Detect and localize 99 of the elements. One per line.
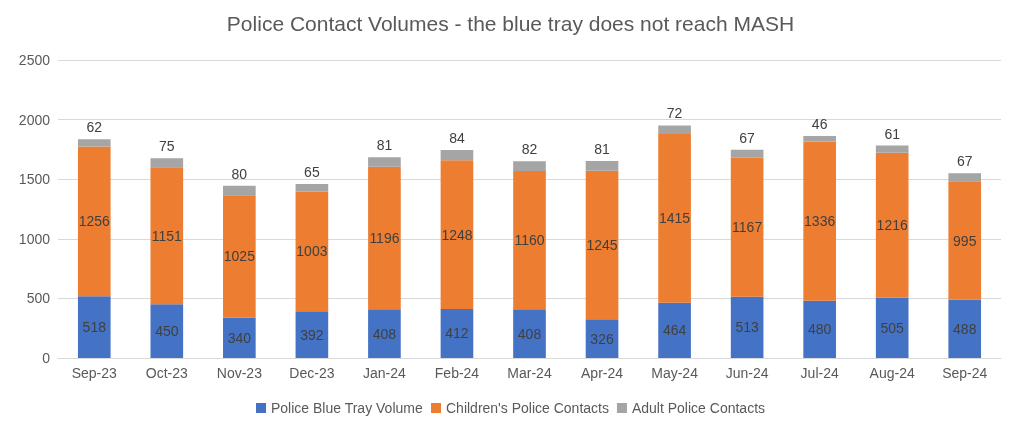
y-tick-label: 0 xyxy=(42,350,51,366)
bar xyxy=(658,134,691,303)
bar xyxy=(440,160,474,309)
bar xyxy=(150,304,184,358)
bar xyxy=(513,161,546,172)
legend-label: Adult Police Contacts xyxy=(631,400,766,416)
y-tick-label: 1000 xyxy=(18,230,51,247)
data-label: 1336 xyxy=(804,213,836,230)
x-tick-label: Jan-24 xyxy=(363,365,407,381)
x-tick-label: Oct-23 xyxy=(145,365,189,381)
bar xyxy=(77,139,111,147)
data-label: 1248 xyxy=(441,226,473,243)
bar xyxy=(368,309,401,358)
data-label: 392 xyxy=(300,326,324,343)
data-label: 480 xyxy=(807,321,832,338)
bar xyxy=(513,171,546,310)
bar xyxy=(803,136,836,142)
data-label: 1196 xyxy=(369,230,400,247)
x-tick-label: Jul-24 xyxy=(800,365,839,381)
x-tick-label: Dec-23 xyxy=(289,365,335,381)
data-label: 505 xyxy=(880,319,905,336)
x-tick-label: Aug-24 xyxy=(869,365,915,381)
bar xyxy=(295,183,329,192)
bar xyxy=(440,308,474,358)
y-tick-label: 1500 xyxy=(18,171,51,188)
bar xyxy=(730,296,764,358)
bar xyxy=(803,300,836,358)
data-label: 1003 xyxy=(296,243,328,260)
bar xyxy=(77,296,111,358)
x-tick-label: May-24 xyxy=(651,365,699,381)
data-label: 450 xyxy=(155,323,179,340)
data-label: 1167 xyxy=(732,219,763,236)
data-label: 81 xyxy=(594,141,611,158)
x-tick-label: Feb-24 xyxy=(434,365,480,381)
data-label: 408 xyxy=(372,325,397,342)
data-label: 67 xyxy=(956,153,973,170)
legend-label: Children's Police Contacts xyxy=(445,400,609,416)
x-tick-label: Mar-24 xyxy=(507,365,552,381)
x-tick-label: Jun-24 xyxy=(725,365,769,381)
data-label: 1216 xyxy=(876,217,908,234)
data-label: 72 xyxy=(666,105,683,122)
bar xyxy=(223,317,256,358)
data-label: 1025 xyxy=(223,248,256,265)
data-label: 65 xyxy=(304,163,320,180)
data-label: 1151 xyxy=(151,227,183,244)
data-label: 81 xyxy=(376,137,393,154)
bar xyxy=(658,302,691,358)
y-tick-label: 2500 xyxy=(18,52,51,68)
data-label: 80 xyxy=(231,165,248,182)
y-tick-label: 500 xyxy=(26,290,51,307)
data-label: 84 xyxy=(449,130,465,147)
data-label: 82 xyxy=(521,141,538,158)
data-label: 412 xyxy=(445,325,469,342)
bar xyxy=(77,146,111,297)
bar xyxy=(730,149,764,158)
bar xyxy=(440,150,474,161)
bar xyxy=(150,158,184,168)
bar xyxy=(875,152,909,298)
data-label: 995 xyxy=(953,232,977,249)
data-label: 75 xyxy=(159,138,175,155)
data-label: 1245 xyxy=(586,236,618,253)
chart-title: Police Contact Volumes - the blue tray does not reach MASH xyxy=(226,12,795,35)
data-label: 513 xyxy=(735,319,760,336)
bar xyxy=(730,157,764,297)
bar xyxy=(223,195,256,318)
bar xyxy=(295,191,329,312)
data-label: 62 xyxy=(86,119,103,136)
bar xyxy=(585,170,619,320)
data-label: 46 xyxy=(811,116,828,133)
data-label: 1415 xyxy=(659,210,691,227)
bar xyxy=(368,166,401,310)
data-label: 67 xyxy=(739,129,756,146)
bar xyxy=(948,181,982,300)
bar xyxy=(150,167,184,305)
data-label: 518 xyxy=(82,319,107,336)
data-label: 464 xyxy=(662,322,687,339)
bar xyxy=(368,157,401,167)
bar xyxy=(658,125,691,135)
bar xyxy=(585,161,619,171)
bar xyxy=(875,297,909,358)
bar xyxy=(875,145,909,153)
x-tick-label: Apr-24 xyxy=(581,365,624,381)
bar xyxy=(223,185,256,196)
x-tick-label: Sep-24 xyxy=(942,365,988,381)
bar xyxy=(803,141,836,301)
data-label: 340 xyxy=(227,329,252,346)
x-tick-label: Nov-23 xyxy=(216,365,263,381)
legend-label: Police Blue Tray Volume xyxy=(270,400,423,416)
bar xyxy=(948,299,982,358)
data-label: 1256 xyxy=(78,213,111,230)
data-label: 408 xyxy=(517,325,542,342)
y-tick-label: 2000 xyxy=(18,111,51,128)
data-label: 326 xyxy=(590,330,614,347)
data-label: 61 xyxy=(884,125,901,142)
x-tick-label: Sep-23 xyxy=(71,365,118,381)
data-label: 1160 xyxy=(514,232,545,249)
bar xyxy=(948,173,982,182)
data-label: 488 xyxy=(953,320,977,337)
bar xyxy=(513,309,546,358)
